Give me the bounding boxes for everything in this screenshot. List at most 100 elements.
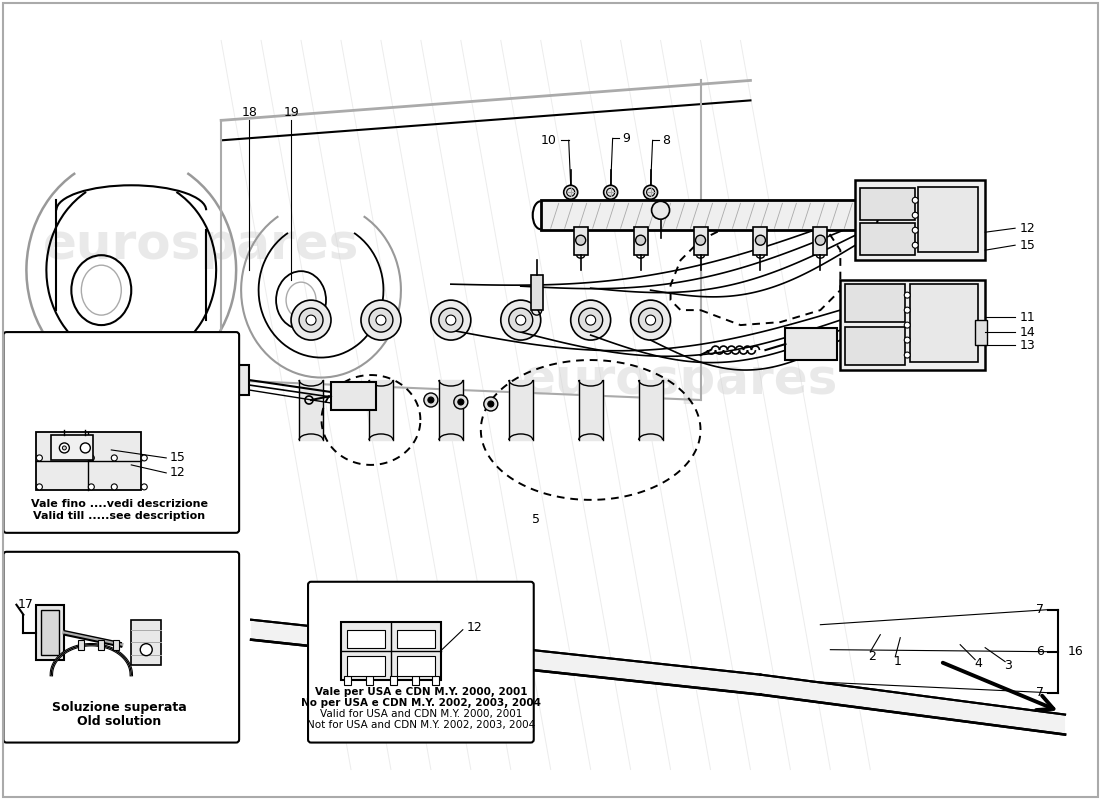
Circle shape [912,198,918,203]
FancyBboxPatch shape [845,284,905,322]
Circle shape [439,308,463,332]
Text: 17: 17 [18,598,33,611]
Text: 13: 13 [1020,338,1036,351]
Circle shape [63,446,66,450]
Text: 12: 12 [466,622,483,634]
Circle shape [36,484,43,490]
Circle shape [912,227,918,234]
Text: 12: 12 [1020,222,1036,234]
Text: 7: 7 [1036,686,1044,699]
Circle shape [428,397,433,403]
FancyBboxPatch shape [910,284,978,362]
Circle shape [454,395,467,409]
FancyBboxPatch shape [840,280,986,370]
FancyBboxPatch shape [201,365,249,395]
Circle shape [563,186,578,199]
Text: 4: 4 [975,657,982,670]
FancyBboxPatch shape [574,227,587,255]
Circle shape [585,315,596,325]
FancyBboxPatch shape [113,640,119,650]
FancyBboxPatch shape [754,227,768,255]
Circle shape [299,308,323,332]
FancyBboxPatch shape [860,223,915,255]
Circle shape [651,202,670,219]
FancyBboxPatch shape [36,432,141,490]
Circle shape [141,455,147,461]
Circle shape [912,212,918,218]
Circle shape [815,235,825,246]
Circle shape [575,235,585,246]
Circle shape [306,315,316,325]
FancyBboxPatch shape [856,180,986,260]
Text: 19: 19 [283,106,299,119]
FancyBboxPatch shape [52,435,94,460]
FancyBboxPatch shape [845,327,905,365]
Text: 1: 1 [893,655,901,668]
Text: No per USA e CDN M.Y. 2002, 2003, 2004: No per USA e CDN M.Y. 2002, 2003, 2004 [301,698,541,708]
Circle shape [36,455,43,461]
FancyBboxPatch shape [530,275,542,310]
Text: Valid till .....see description: Valid till .....see description [33,511,206,521]
FancyBboxPatch shape [976,320,987,345]
Circle shape [141,484,147,490]
FancyBboxPatch shape [331,382,376,410]
Text: 12: 12 [169,466,185,479]
Text: 6: 6 [1036,645,1044,658]
FancyBboxPatch shape [432,676,439,685]
FancyBboxPatch shape [346,630,385,648]
Text: Soluzione superata: Soluzione superata [52,701,187,714]
Circle shape [88,484,95,490]
Circle shape [111,455,118,461]
FancyBboxPatch shape [341,622,441,680]
FancyBboxPatch shape [389,676,397,685]
FancyBboxPatch shape [308,582,534,742]
Text: 7: 7 [1036,603,1044,616]
Circle shape [368,308,393,332]
Text: 9: 9 [623,132,630,145]
Circle shape [431,300,471,340]
FancyBboxPatch shape [693,227,707,255]
Circle shape [59,443,69,453]
Circle shape [695,235,705,246]
Circle shape [80,443,90,453]
Circle shape [141,644,152,656]
Text: Valid for USA and CDN M.Y. 2000, 2001: Valid for USA and CDN M.Y. 2000, 2001 [320,709,522,718]
Text: 15: 15 [169,451,185,465]
Circle shape [424,393,438,407]
Text: Vale per USA e CDN M.Y. 2000, 2001: Vale per USA e CDN M.Y. 2000, 2001 [315,686,527,697]
Circle shape [904,292,910,298]
Text: eurospares: eurospares [522,356,838,404]
FancyBboxPatch shape [397,656,434,676]
Text: 3: 3 [1004,659,1012,672]
Circle shape [644,186,658,199]
Circle shape [111,484,118,490]
FancyBboxPatch shape [3,332,239,533]
FancyBboxPatch shape [860,188,915,220]
FancyBboxPatch shape [411,676,419,685]
Circle shape [292,300,331,340]
Text: 10: 10 [541,134,557,147]
Circle shape [630,300,671,340]
Circle shape [904,352,910,358]
FancyBboxPatch shape [36,605,65,660]
FancyBboxPatch shape [42,610,59,654]
Polygon shape [251,620,1065,734]
Text: Old solution: Old solution [77,715,162,728]
Circle shape [904,307,910,313]
Circle shape [756,235,766,246]
Text: 18: 18 [241,106,257,119]
FancyBboxPatch shape [918,187,978,252]
Circle shape [361,300,400,340]
Circle shape [636,235,646,246]
FancyBboxPatch shape [3,552,239,742]
Circle shape [604,186,617,199]
Text: 5: 5 [531,514,540,526]
Circle shape [446,315,455,325]
FancyBboxPatch shape [78,640,85,650]
Circle shape [904,322,910,328]
FancyBboxPatch shape [366,676,373,685]
FancyBboxPatch shape [813,227,827,255]
FancyBboxPatch shape [346,656,385,676]
FancyBboxPatch shape [785,328,837,360]
Text: eurospares: eurospares [43,222,360,270]
